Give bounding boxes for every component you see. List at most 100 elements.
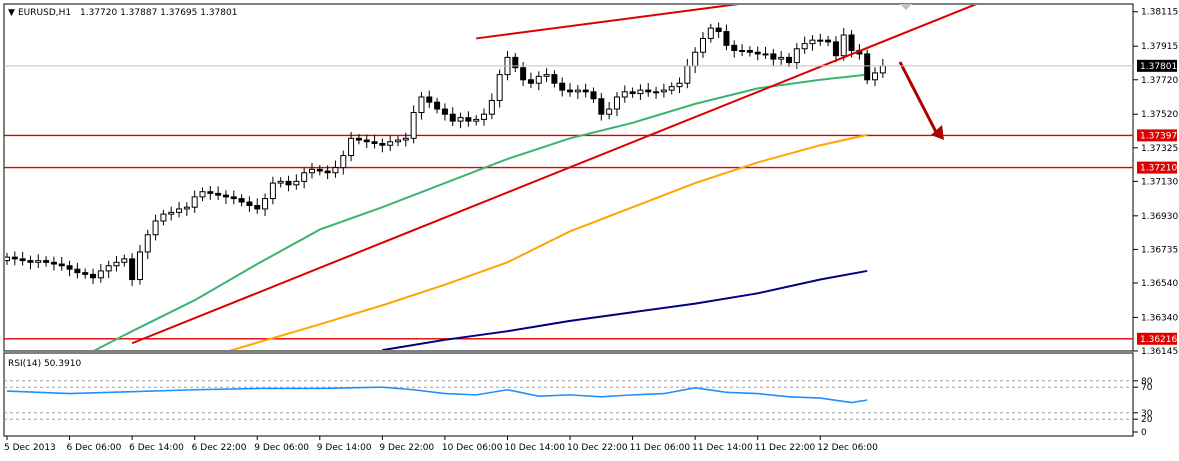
candle-body [825, 39, 832, 43]
candle-body [293, 180, 300, 186]
y-tick-label: 1.36735 [1141, 245, 1178, 255]
candle-body [653, 91, 660, 94]
candle-body [27, 260, 34, 263]
candle-body [645, 89, 652, 93]
candle-body [222, 194, 229, 198]
candle-body [864, 53, 871, 81]
x-tick-label: 6 Dec 14:00 [129, 443, 184, 453]
y-tick-label: 1.36145 [1141, 347, 1178, 357]
candle-body [629, 91, 636, 95]
x-tick-label: 12 Dec 06:00 [817, 443, 878, 453]
candle-body [731, 44, 738, 51]
moving-average-line [228, 133, 868, 350]
candle-body [817, 39, 824, 42]
level-price-tag [1137, 161, 1177, 174]
candle-body [832, 41, 839, 57]
candle-body [590, 91, 597, 100]
candle-body [207, 191, 214, 194]
candle-body [512, 56, 519, 69]
candle-body [332, 167, 339, 174]
candle-body [598, 98, 605, 115]
candle-body [613, 96, 620, 110]
candle-body [668, 86, 675, 91]
ohlc-readout: 1.37720 1.37887 1.37695 1.37801 [80, 8, 237, 18]
y-tick-label: 1.37325 [1141, 144, 1178, 154]
candle-body [324, 170, 331, 174]
candle-body [481, 113, 488, 120]
candle-body [387, 141, 394, 146]
candle-body [840, 34, 847, 57]
candle-body [567, 89, 574, 93]
x-tick-label: 9 Dec 22:00 [379, 443, 434, 453]
candle-body [340, 155, 347, 169]
rsi-label: RSI(14) 50.3910 [8, 359, 81, 369]
candle-body [66, 265, 73, 270]
candle-body [113, 261, 120, 267]
current-price-tag [1137, 59, 1177, 72]
trendline[interactable] [476, 0, 844, 40]
x-tick-label: 10 Dec 22:00 [567, 443, 628, 453]
candle-body [97, 270, 104, 279]
candle-body [465, 117, 472, 122]
level-price-label: 1.36216 [1140, 335, 1177, 345]
candle-body [793, 48, 800, 64]
candle-body [684, 65, 691, 84]
candle-body [551, 74, 558, 84]
y-tick-label: 1.36340 [1141, 313, 1178, 323]
symbol-dropdown-icon[interactable]: ▼ [8, 8, 15, 18]
candle-body [308, 168, 315, 174]
candle-body [144, 234, 151, 253]
rsi-tick-label: 0 [1141, 428, 1147, 438]
candle-body [35, 260, 42, 263]
downward-arrow [898, 61, 944, 140]
y-tick-label: 1.37720 [1141, 76, 1178, 86]
rsi-tick-label: 70 [1141, 383, 1153, 393]
candle-body [230, 196, 237, 200]
price-area [3, 3, 1134, 352]
candle-body [74, 268, 81, 274]
candle-body [457, 117, 464, 122]
current-price-label: 1.37801 [1140, 62, 1177, 72]
candle-body [262, 198, 269, 210]
candle-body [879, 65, 886, 74]
x-tick-label: 6 Dec 22:00 [192, 443, 247, 453]
candle-body [160, 213, 167, 222]
candle-body [707, 27, 714, 39]
level-price-label: 1.37210 [1140, 164, 1177, 174]
x-tick-label: 11 Dec 14:00 [692, 443, 753, 453]
candle-body [660, 89, 667, 93]
candle-body [191, 196, 198, 208]
rsi-tick-label: 30 [1141, 409, 1153, 419]
moving-average-line [382, 269, 868, 350]
candle-body [559, 82, 566, 91]
candle-body [762, 53, 769, 56]
candle-body [426, 96, 433, 103]
candle-body [183, 206, 190, 210]
candle-body [395, 139, 401, 143]
candle-body [129, 258, 136, 281]
candle-body [606, 108, 613, 115]
candle-body [105, 265, 112, 272]
candle-body [246, 201, 253, 206]
trendline[interactable] [131, 0, 1023, 345]
moving-average-line [93, 73, 868, 350]
candle-body [527, 79, 534, 84]
candle-body [809, 39, 816, 45]
candle-body [770, 53, 777, 60]
candle-body [715, 27, 722, 33]
candle-body [754, 51, 761, 55]
x-tick-label: 10 Dec 06:00 [442, 443, 503, 453]
candle-body [121, 258, 128, 263]
candle-body [19, 258, 26, 262]
candle-body [449, 113, 456, 122]
chart-shift-icon[interactable] [900, 4, 912, 10]
y-tick-label: 1.37915 [1141, 42, 1178, 52]
candle-body [301, 172, 308, 182]
candle-body [285, 180, 292, 186]
candle-body [238, 198, 245, 203]
candle-body [848, 34, 855, 51]
x-tick-label: 9 Dec 06:00 [254, 443, 309, 453]
candle-body [488, 99, 495, 115]
candle-body [746, 49, 753, 53]
